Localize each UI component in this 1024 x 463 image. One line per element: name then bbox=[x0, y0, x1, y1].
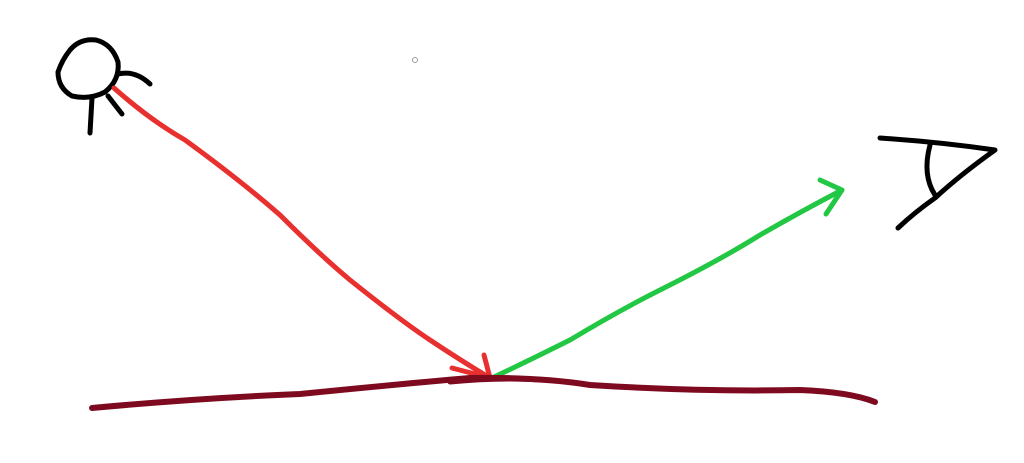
dot bbox=[412, 57, 418, 63]
ray-line bbox=[489, 187, 845, 381]
ray-line bbox=[111, 85, 493, 381]
arrow-head bbox=[817, 177, 845, 217]
sun-ray bbox=[115, 70, 153, 87]
eye-pupil bbox=[924, 142, 938, 198]
reflected-ray bbox=[489, 177, 845, 381]
sun-ray bbox=[87, 95, 95, 136]
surface bbox=[447, 376, 588, 387]
light-source bbox=[55, 37, 153, 136]
sun-body bbox=[55, 37, 121, 100]
eye bbox=[877, 135, 998, 231]
sun-ray bbox=[105, 93, 125, 117]
eye-outline bbox=[877, 135, 998, 231]
